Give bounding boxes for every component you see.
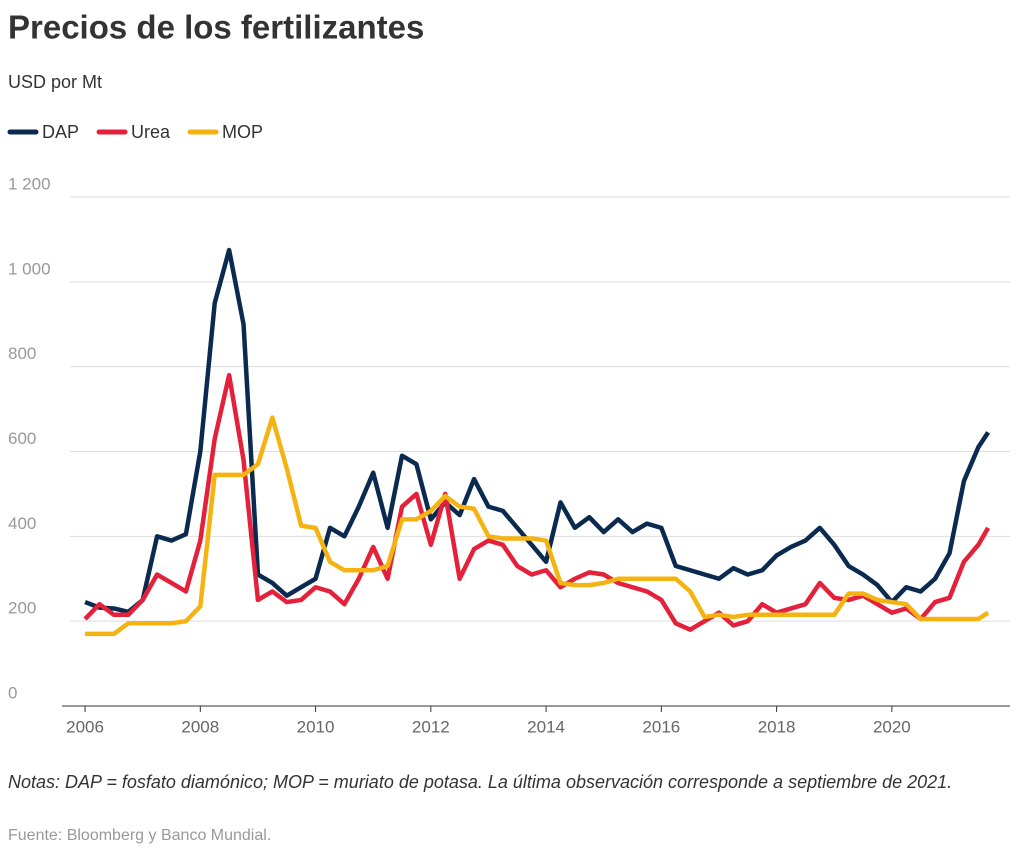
series-line bbox=[83, 372, 991, 632]
chart-title: Precios de los fertilizantes bbox=[8, 9, 424, 46]
y-tick-label: 0 bbox=[8, 683, 17, 702]
y-tick-label: 800 bbox=[8, 344, 36, 363]
x-tick-label: 2012 bbox=[412, 717, 450, 736]
x-tick-label: 2016 bbox=[642, 717, 680, 736]
chart-subtitle: USD por Mt bbox=[8, 72, 102, 92]
x-tick-label: 2010 bbox=[297, 717, 335, 736]
series-line bbox=[85, 415, 990, 637]
y-tick-label: 600 bbox=[8, 429, 36, 448]
x-tick-label: 2006 bbox=[66, 717, 104, 736]
x-tick-label: 2020 bbox=[873, 717, 911, 736]
series-line bbox=[84, 247, 990, 615]
x-tick-label: 2018 bbox=[758, 717, 796, 736]
x-tick-label: 2014 bbox=[527, 717, 565, 736]
chart-source: Fuente: Bloomberg y Banco Mundial. bbox=[8, 827, 271, 844]
y-tick-label: 1 200 bbox=[8, 174, 51, 193]
legend-label: DAP bbox=[42, 122, 79, 142]
chart-note: Notas: DAP = fosfato diamónico; MOP = mu… bbox=[8, 772, 953, 792]
legend-label: Urea bbox=[131, 122, 171, 142]
x-tick-label: 2008 bbox=[181, 717, 219, 736]
y-tick-label: 400 bbox=[8, 514, 36, 533]
y-tick-label: 200 bbox=[8, 599, 36, 618]
legend-label: MOP bbox=[222, 122, 263, 142]
note-box: Notas: DAP = fosfato diamónico; MOP = mu… bbox=[8, 772, 953, 792]
y-tick-label: 1 000 bbox=[8, 259, 51, 278]
